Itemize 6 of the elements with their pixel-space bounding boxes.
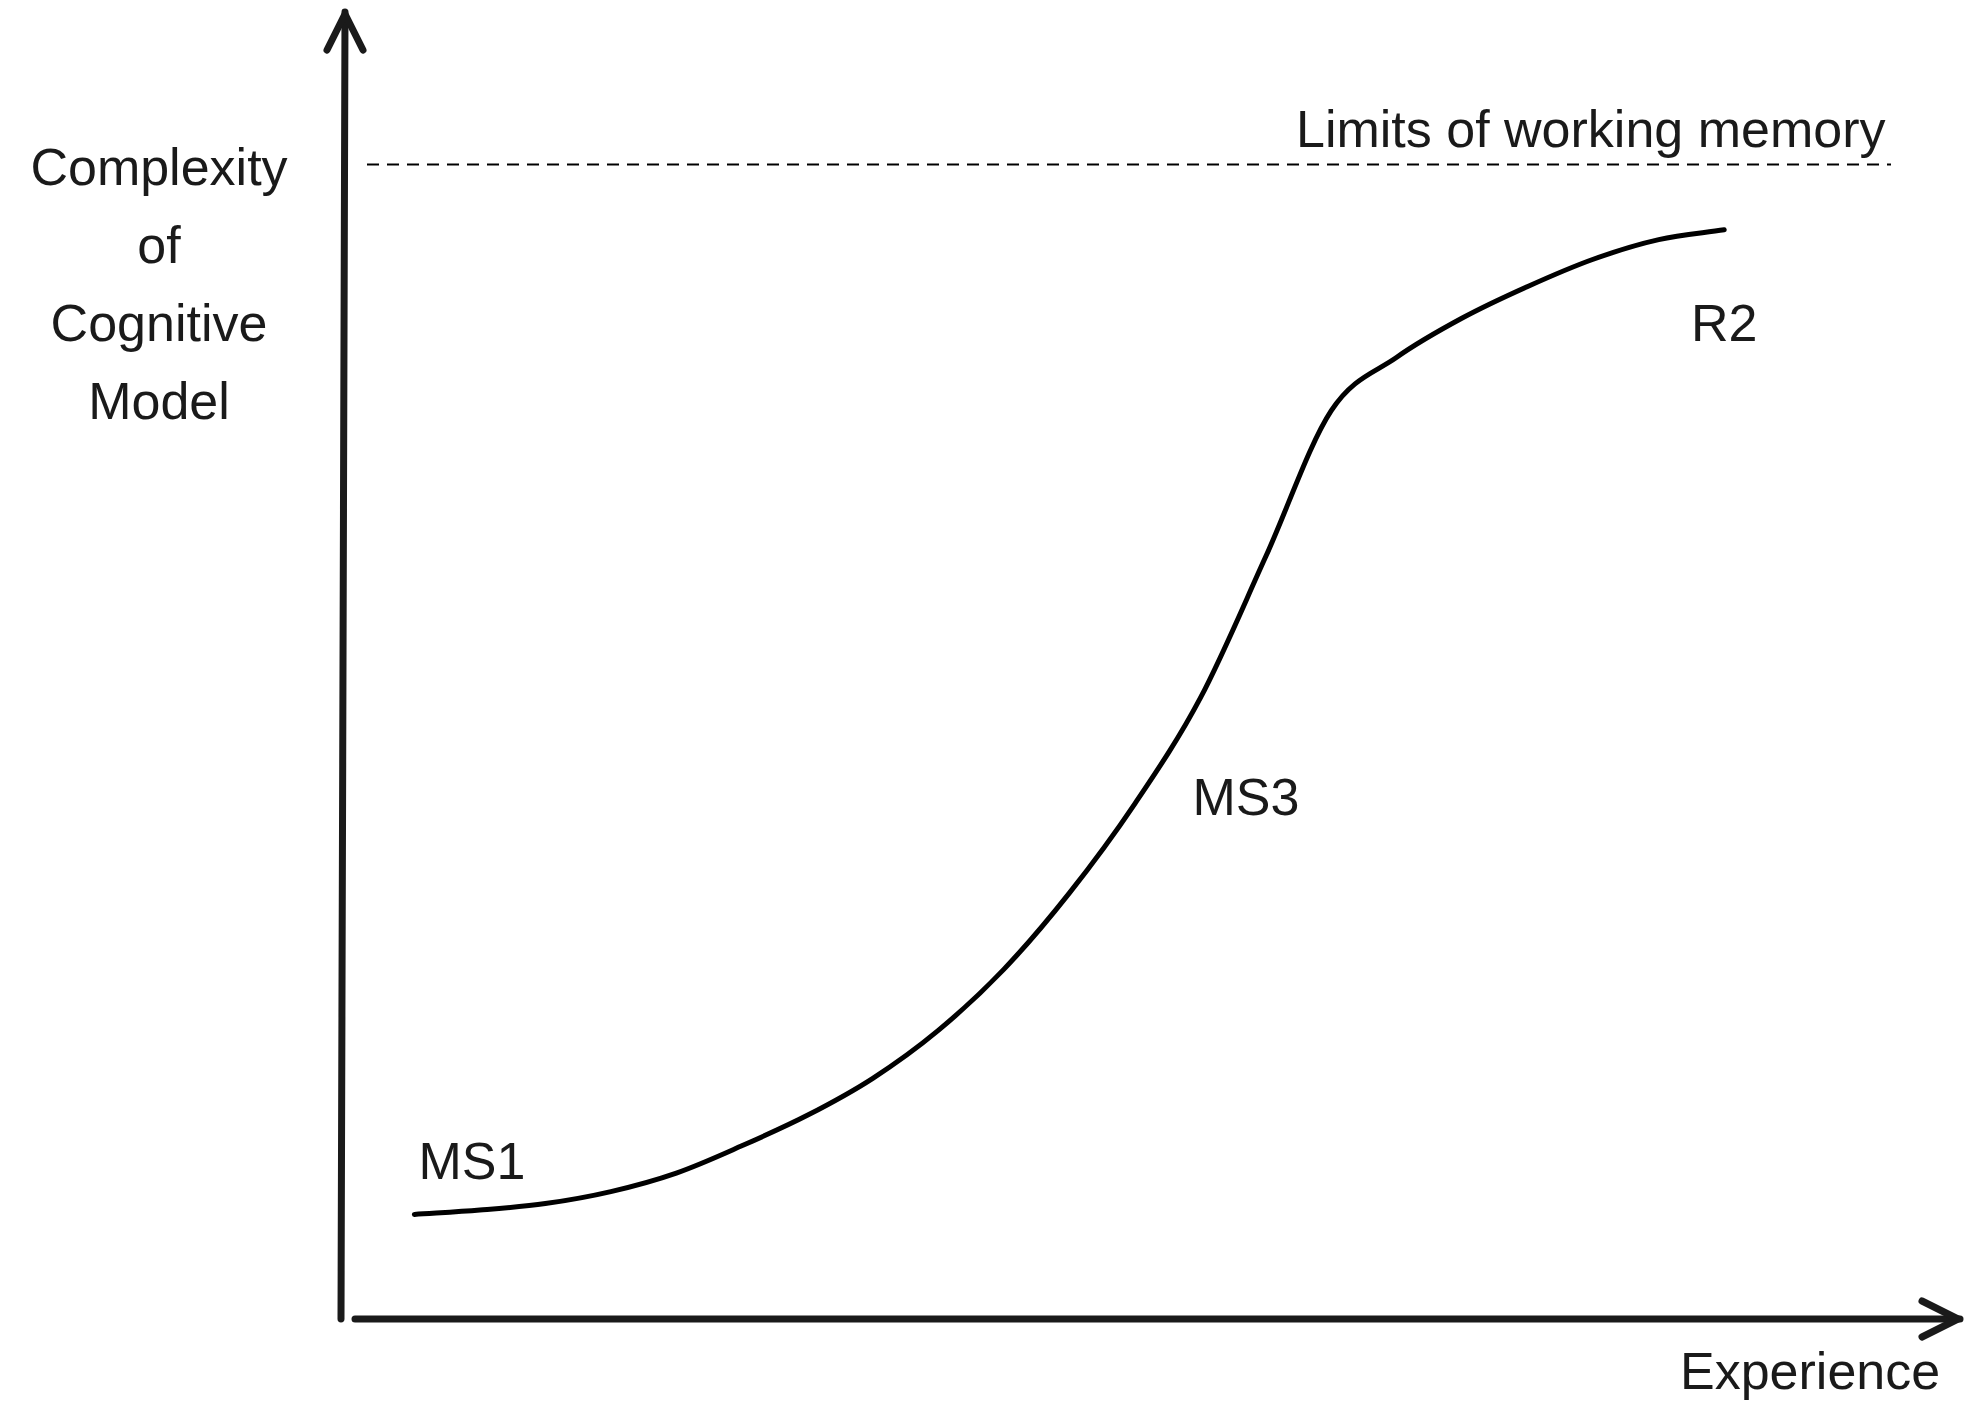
annotation: MS3	[1192, 767, 1300, 828]
ref-line-label: Limits of working memory	[1296, 99, 1886, 161]
x-axis-title: Experience	[1680, 1341, 1941, 1402]
y-axis-title: Complexity of Cognitive Model	[29, 137, 289, 432]
annotation: MS1	[418, 1131, 526, 1192]
annotation: R2	[1691, 293, 1758, 354]
